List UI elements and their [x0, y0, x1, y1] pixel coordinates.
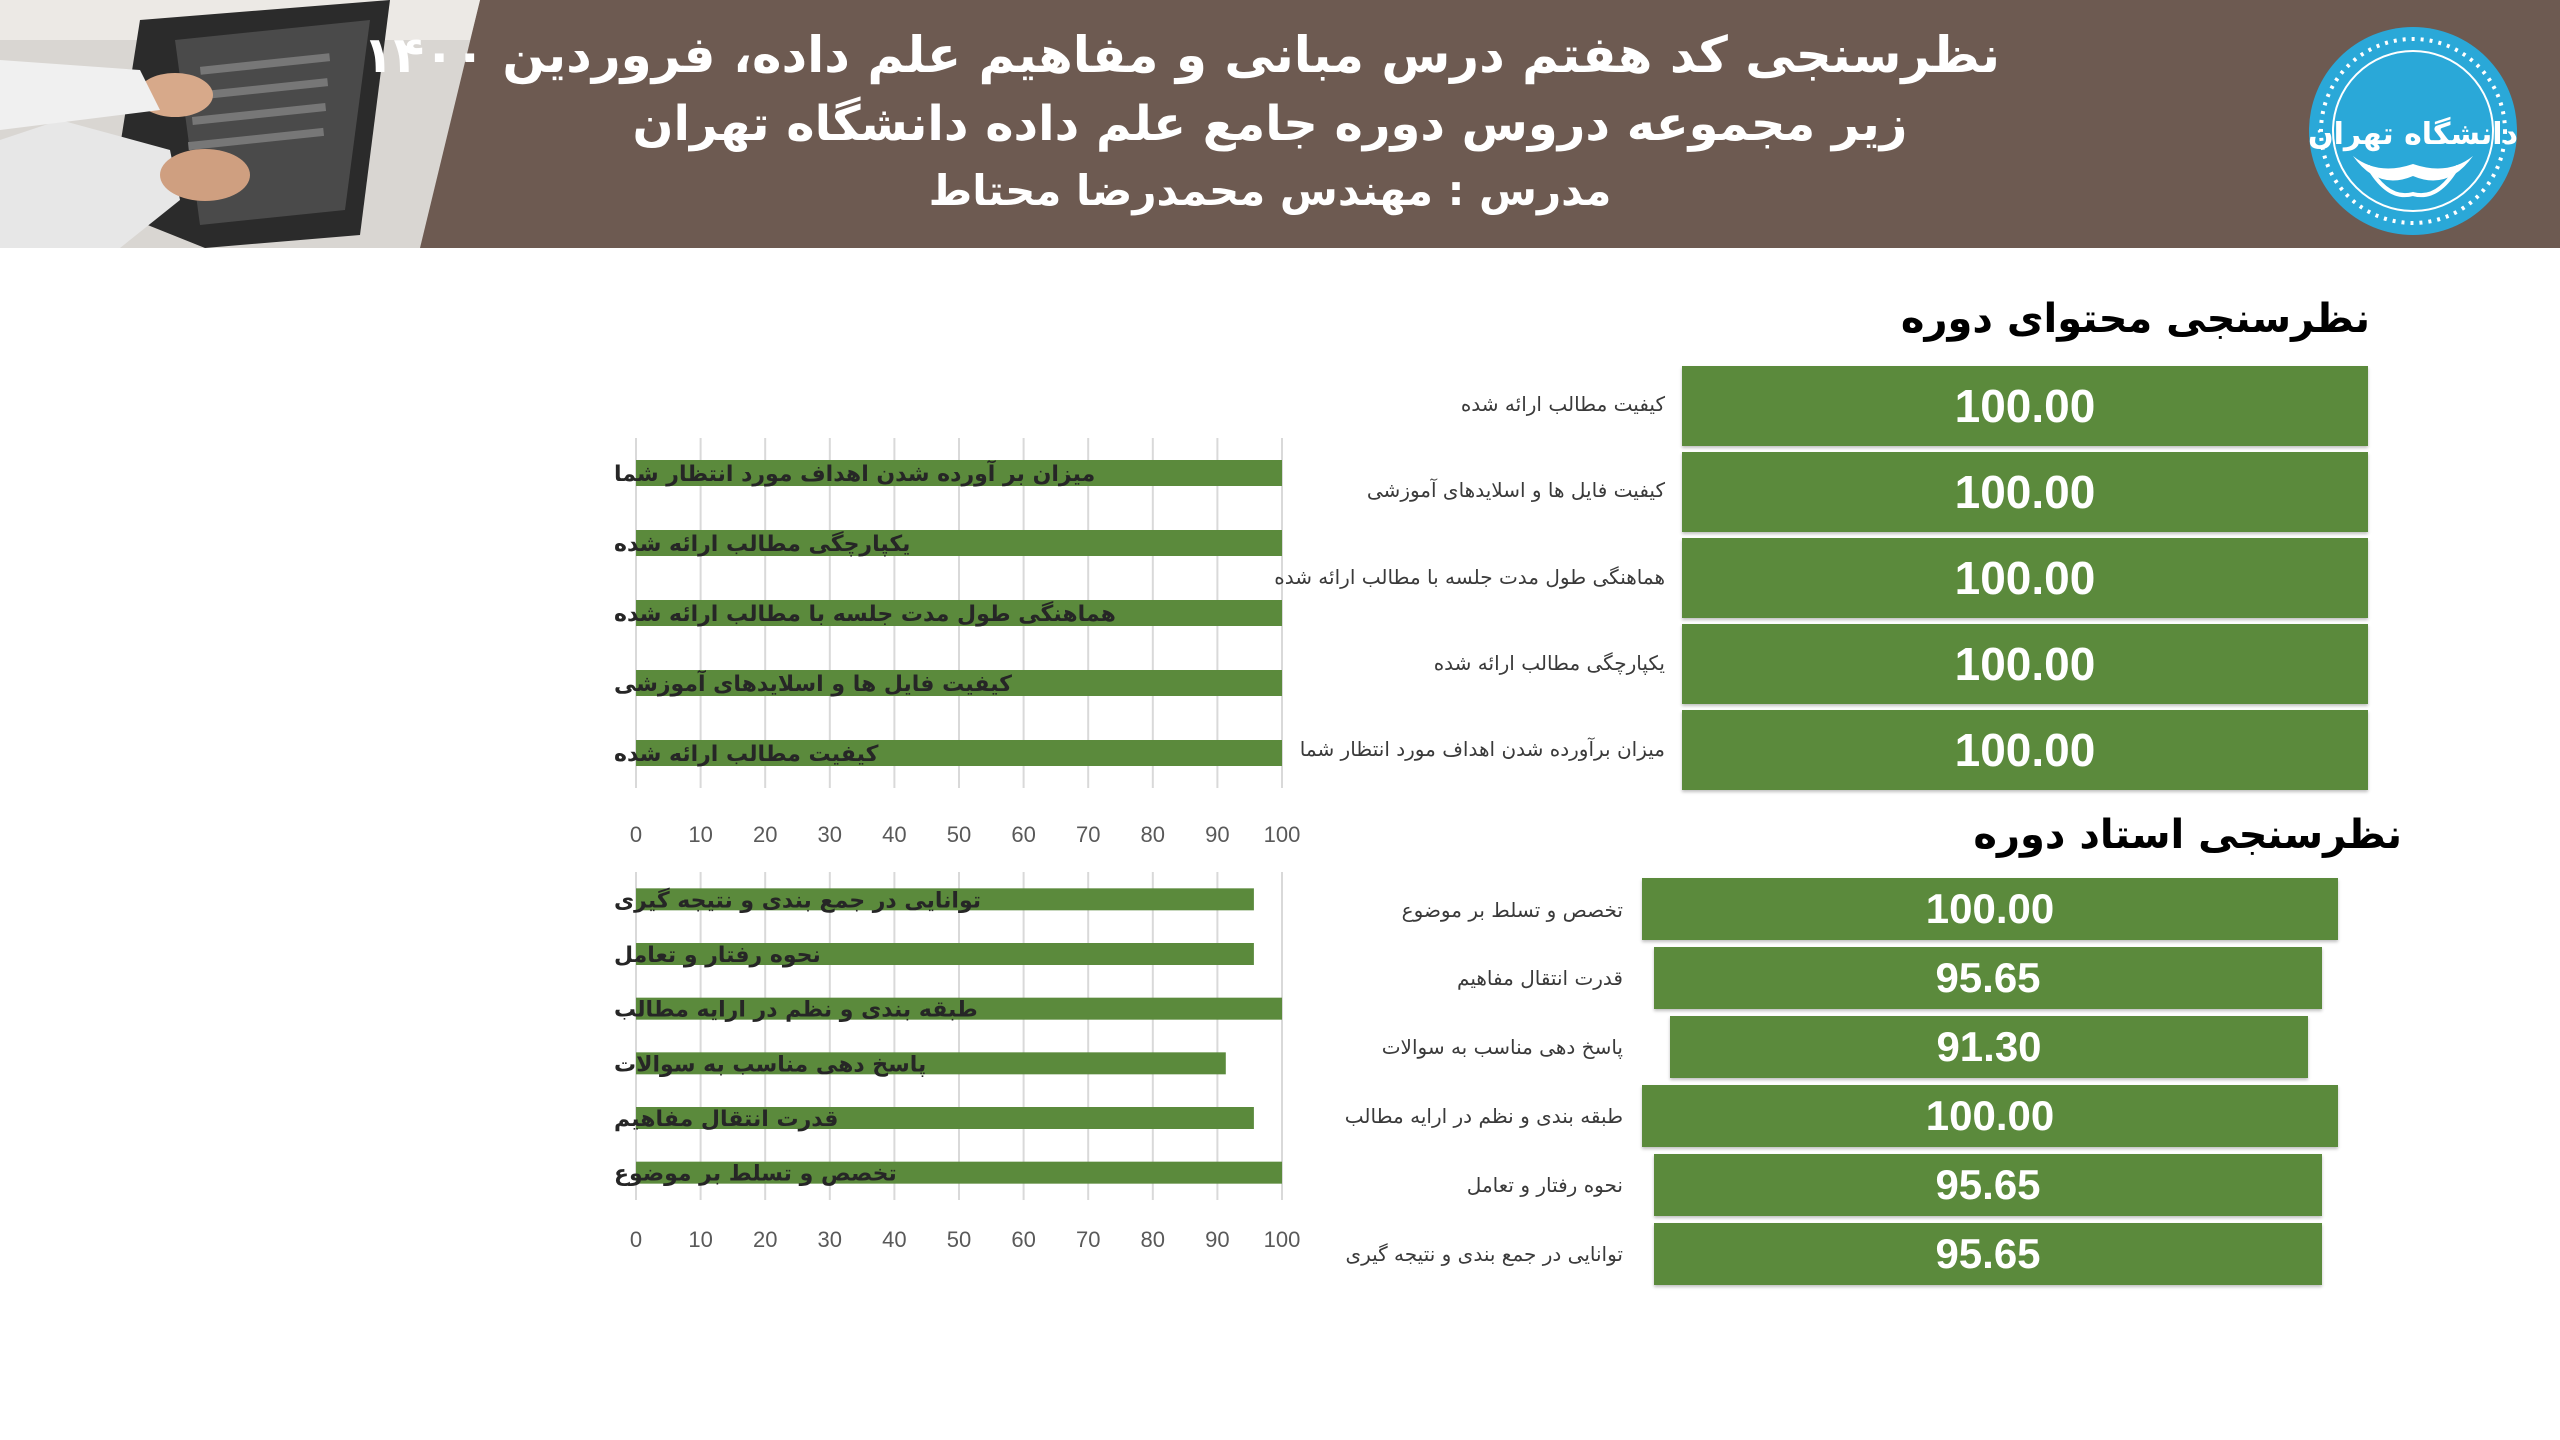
content-row-value: 100.00: [1682, 710, 2368, 790]
x-tick-label: 10: [688, 1227, 712, 1252]
teacher-bar-chart: 0 10 20 30 40 50 60 70 80 90 100 توانایی در جمع بند…: [614, 872, 1300, 1252]
content-row-value: 100.00: [1682, 452, 2368, 532]
teacher-row-value: 95.65: [1654, 1223, 2322, 1285]
category-label: هماهنگی طول مدت جلسه با مطالب ارائه شده: [614, 600, 1116, 627]
x-tick-label: 100: [1264, 822, 1301, 847]
x-tick-label: 40: [882, 1227, 906, 1252]
category-label: توانایی در جمع بندی و نتیجه گیری: [614, 886, 981, 913]
header-banner: نظرسنجی کد هفتم درس مبانی و مفاهیم علم د…: [0, 0, 2560, 248]
x-tick-label: 50: [947, 1227, 971, 1252]
logo-text: دانشگاه تهران: [2308, 116, 2518, 152]
x-tick-label: 90: [1205, 1227, 1229, 1252]
bar: [636, 997, 1282, 1020]
bar: [636, 530, 1282, 556]
teacher-row-value: 91.30: [1670, 1016, 2308, 1078]
x-tick-label: 40: [882, 822, 906, 847]
x-tick-label: 70: [1076, 822, 1100, 847]
teacher-row-label: تخصص و تسلط بر موضوع: [1401, 898, 1623, 922]
teacher-row-value: 95.65: [1654, 947, 2322, 1009]
category-label: تخصص و تسلط بر موضوع: [614, 1162, 897, 1187]
category-label: یکپارچگی مطالب ارائه شده: [614, 530, 910, 557]
category-label: طبقه بندی و نظم در ارایه مطالب: [614, 998, 978, 1023]
content-row-label: کیفیت فایل ها و اسلایدهای آموزشی: [1366, 478, 1665, 502]
content-row-value: 100.00: [1682, 624, 2368, 704]
teacher-row-label: طبقه بندی و نظم در ارایه مطالب: [1344, 1104, 1623, 1128]
bar: [636, 740, 1282, 766]
content-section-title: نظرسنجی محتوای دوره: [1900, 296, 2370, 342]
bar: [636, 1161, 1282, 1184]
x-tick-label: 100: [1264, 1227, 1301, 1252]
header-subtitle: زیر مجموعه دروس دوره جامع علم داده دانشگ…: [632, 96, 1908, 152]
university-logo: دانشگاه تهران: [2308, 27, 2518, 235]
content-row-label: هماهنگی طول مدت جلسه با مطالب ارائه شده: [1274, 565, 1665, 589]
teacher-section-title: نظرسنجی استاد دوره: [1973, 812, 2402, 858]
content-row-label: یکپارچگی مطالب ارائه شده: [1433, 651, 1665, 675]
x-tick-label: 50: [947, 822, 971, 847]
content-row-value: 100.00: [1682, 366, 2368, 446]
teacher-row-label: نحوه رفتار و تعامل: [1466, 1173, 1623, 1197]
content-row-label: میزان برآورده شدن اهداف مورد انتظار شما: [1299, 737, 1665, 761]
x-tick-label: 30: [818, 822, 842, 847]
category-label: قدرت انتقال مفاهیم: [614, 1107, 838, 1132]
teacher-row-value: 95.65: [1654, 1154, 2322, 1216]
bar: [636, 888, 1254, 911]
bar: [636, 670, 1282, 696]
category-label: پاسخ دهی مناسب به سوالات: [614, 1052, 926, 1077]
teacher-row-value: 100.00: [1642, 878, 2338, 940]
teacher-row-label: قدرت انتقال مفاهیم: [1457, 966, 1623, 990]
category-label: نحوه رفتار و تعامل: [614, 943, 821, 968]
x-tick-label: 20: [753, 822, 777, 847]
teacher-row-label: پاسخ دهی مناسب به سوالات: [1381, 1035, 1623, 1059]
content-bar-chart: 0 10 20 30 40 50 60 70 80 90 100 میزان بر آورده شدن…: [614, 438, 1300, 847]
x-tick-label: 70: [1076, 1227, 1100, 1252]
x-tick-label: 60: [1011, 822, 1035, 847]
x-tick-label: 20: [753, 1227, 777, 1252]
bar: [636, 1107, 1254, 1129]
bar: [636, 1052, 1226, 1075]
x-tick-label: 10: [688, 822, 712, 847]
content-row-label: کیفیت مطالب ارائه شده: [1460, 392, 1665, 416]
category-label: کیفیت فایل ها و اسلایدهای آموزشی: [614, 669, 1012, 697]
x-tick-label: 60: [1011, 1227, 1035, 1252]
bar: [636, 943, 1254, 965]
laptop-photo: [0, 0, 480, 248]
content-row-value: 100.00: [1682, 538, 2368, 618]
teacher-row-label: توانایی در جمع بندی و نتیجه گیری: [1345, 1242, 1623, 1266]
x-tick-label: 0: [630, 822, 642, 847]
category-label: میزان بر آورده شدن اهداف مورد انتظار شما: [614, 459, 1095, 487]
bar: [636, 600, 1282, 626]
header-title: نظرسنجی کد هفتم درس مبانی و مفاهیم علم د…: [362, 26, 2000, 84]
x-tick-label: 80: [1141, 1227, 1165, 1252]
bar: [636, 460, 1282, 486]
x-tick-label: 30: [818, 1227, 842, 1252]
x-tick-label: 90: [1205, 822, 1229, 847]
header-instructor: مدرس : مهندس محمدرضا محتاط: [928, 166, 1612, 215]
x-tick-label: 0: [630, 1227, 642, 1252]
teacher-row-value: 100.00: [1642, 1085, 2338, 1147]
category-label: کیفیت مطالب ارائه شده: [614, 742, 879, 767]
x-tick-label: 80: [1141, 822, 1165, 847]
